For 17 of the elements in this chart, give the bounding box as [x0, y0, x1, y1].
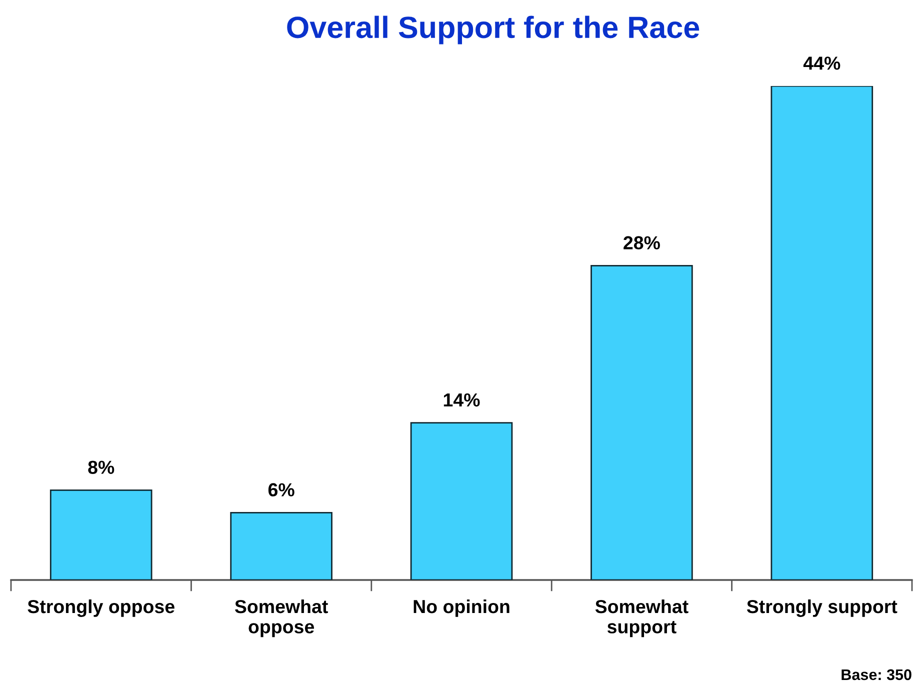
x-tick-label: Somewhat support: [595, 599, 688, 638]
x-tick-label: Strongly oppose: [28, 599, 174, 618]
bar: [230, 512, 332, 580]
chart-title: Overall Support for the Race: [287, 16, 700, 44]
text: Base: 350: [842, 669, 912, 680]
data-label: 44%: [803, 56, 840, 70]
data-label: 8%: [88, 460, 114, 474]
x-tick-label: No opinion: [414, 599, 510, 617]
x-tick-label: Strongly support: [746, 599, 898, 618]
bar: [590, 264, 693, 580]
data-label: 6%: [268, 483, 294, 496]
x-tick-label: Somewhat oppose: [234, 599, 328, 638]
bar: [770, 86, 874, 580]
bar: [50, 489, 152, 580]
data-label: 28%: [624, 236, 660, 250]
bar: [410, 422, 513, 580]
data-label: 14%: [444, 393, 480, 407]
